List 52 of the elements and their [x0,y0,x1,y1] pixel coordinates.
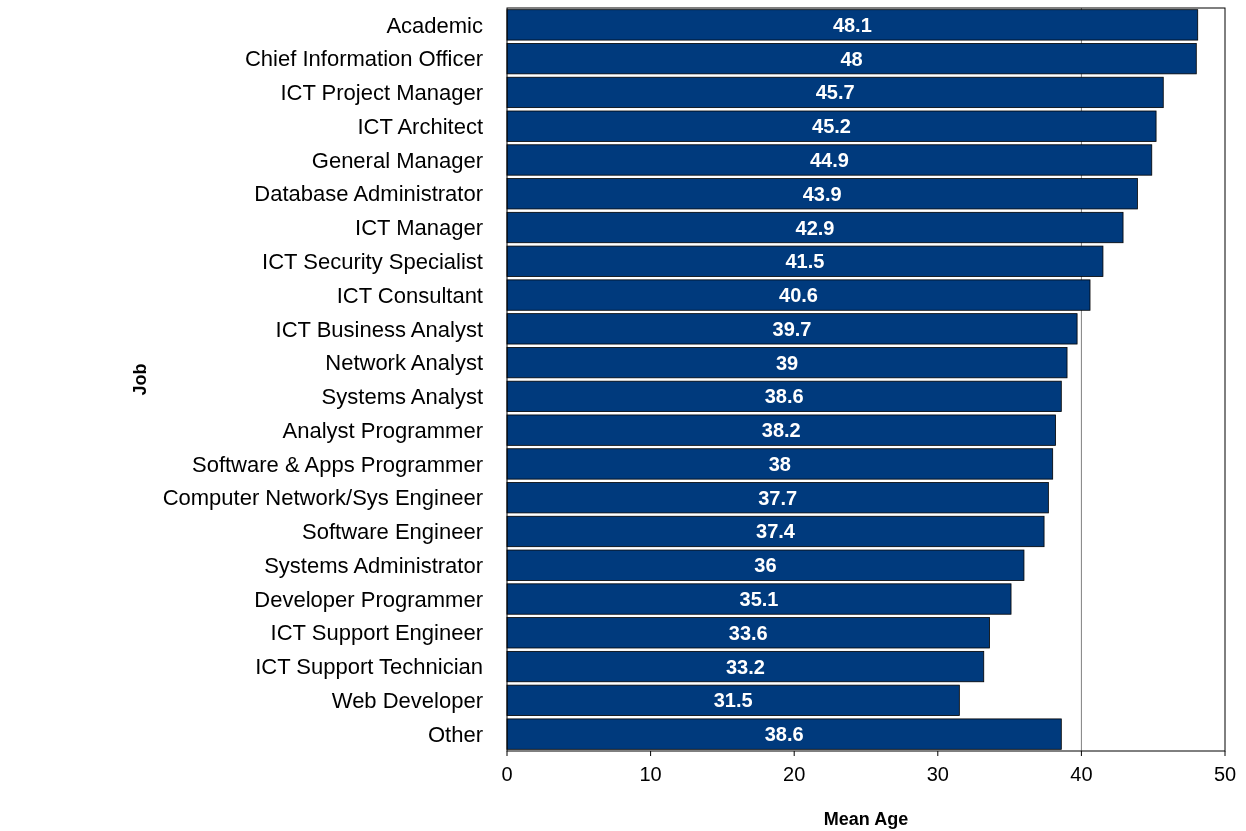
y-tick-label: Other [427,721,483,747]
data-label: 33.6 [728,621,768,644]
y-tick-label: Software Engineer [302,519,483,545]
data-label: 38.6 [764,385,804,408]
data-label: 37.4 [756,520,796,543]
x-tick-label: 50 [1213,763,1237,785]
y-tick-label: General Manager [311,147,483,173]
y-tick-label: ICT Support Technician [255,654,483,680]
y-tick-label: ICT Manager [355,215,483,241]
y-tick-label: ICT Architect [357,113,483,139]
data-label: 40.6 [779,284,818,307]
y-tick-label: ICT Project Manager [280,80,483,106]
x-tick-label: 0 [501,763,513,785]
x-tick-label: 40 [1070,763,1093,785]
data-label: 48.1 [832,13,872,36]
data-label: 31.5 [713,689,753,712]
y-tick-label: ICT Consultant [336,282,483,308]
data-label: 39 [775,351,799,374]
y-tick-label: Systems Administrator [264,552,483,578]
y-tick-label: Academic [386,12,483,38]
data-label: 42.9 [795,216,835,239]
x-tick-label: 30 [926,763,949,785]
y-tick-label: Analyst Programmer [282,417,483,443]
y-tick-label: Developer Programmer [254,586,483,612]
data-label: 38.6 [764,723,804,746]
y-tick-label: Software & Apps Programmer [191,451,483,477]
y-tick-label: Network Analyst [325,350,483,376]
x-axis-title: Mean Age [823,809,909,829]
data-label: 35.1 [739,588,779,611]
data-label: 38.2 [761,419,801,442]
y-tick-label: ICT Security Specialist [262,249,483,274]
y-axis-title: Job [130,363,150,396]
y-tick-label: ICT Support Engineer [270,620,483,646]
data-label: 45.7 [815,81,855,104]
y-tick-label: Systems Analyst [321,384,483,410]
data-label: 39.7 [772,317,812,340]
x-tick-label: 20 [783,763,806,785]
y-tick-label: Chief Information Officer [244,46,483,72]
data-label: 33.2 [725,655,765,678]
data-label: 38 [768,452,791,475]
data-label: 36 [754,554,777,577]
y-tick-label: Database Administrator [254,181,483,207]
y-tick-label: Computer Network/Sys Engineer [162,485,483,511]
data-label: 45.2 [812,115,851,138]
data-label: 43.9 [802,182,842,205]
y-tick-label: ICT Business Analyst [275,316,483,342]
x-tick-label: 10 [639,763,662,785]
data-label: 44.9 [809,148,849,171]
y-tick-label: Web Developer [331,688,483,714]
data-label: 48 [840,47,863,70]
data-label: 41.5 [785,250,825,273]
data-label: 37.7 [758,486,798,509]
